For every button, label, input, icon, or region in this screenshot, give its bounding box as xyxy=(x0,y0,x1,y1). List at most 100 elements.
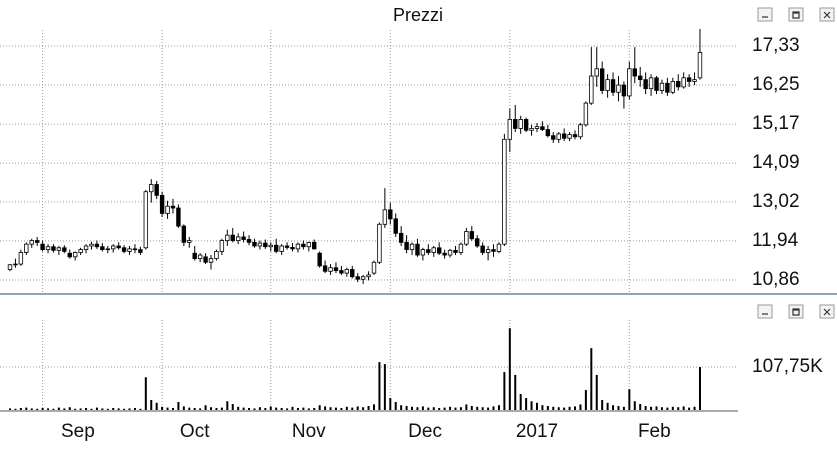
volume-bar xyxy=(101,408,104,410)
volume-bar xyxy=(74,408,77,410)
maximize-button[interactable] xyxy=(788,304,804,319)
candle-body xyxy=(453,249,458,253)
minimize-button[interactable] xyxy=(757,7,773,22)
candle-body xyxy=(513,119,518,129)
candle-body xyxy=(643,79,648,90)
volume-bar xyxy=(421,406,424,410)
maximize-button[interactable] xyxy=(788,7,804,22)
candle-body xyxy=(312,241,317,250)
candle-body xyxy=(257,242,263,247)
candle-body xyxy=(208,258,214,263)
candle-body xyxy=(7,264,13,270)
y-tick-label: 11,94 xyxy=(752,230,799,251)
volume-bar xyxy=(171,408,174,410)
volume-bar xyxy=(612,405,615,410)
volume-bar xyxy=(367,406,370,410)
candle-body xyxy=(578,124,583,138)
candle-body xyxy=(480,245,485,253)
volume-bar xyxy=(79,408,82,410)
candle-body xyxy=(654,77,659,91)
x-tick-label: Sep xyxy=(61,421,95,442)
candle-body xyxy=(328,267,333,272)
candle-body xyxy=(648,77,654,90)
candle-body xyxy=(485,249,491,253)
volume-bar xyxy=(128,408,131,410)
volume-bar xyxy=(258,407,261,410)
volume-bar xyxy=(329,407,332,410)
candle-body xyxy=(295,243,301,250)
volume-bar xyxy=(52,408,55,410)
candle-body xyxy=(409,243,415,251)
volume-bar xyxy=(286,408,289,410)
volume-bar xyxy=(57,407,60,410)
candle-body xyxy=(377,223,382,263)
volume-bar xyxy=(296,408,299,410)
volume-bar xyxy=(530,401,533,410)
volume-bar xyxy=(117,408,120,410)
volume-bar xyxy=(427,407,430,410)
candle-body xyxy=(420,249,426,256)
candle-body xyxy=(203,256,208,263)
volume-bar xyxy=(144,377,147,410)
close-button[interactable] xyxy=(819,7,835,22)
candle-body xyxy=(545,129,551,137)
candle-body xyxy=(18,252,24,265)
candle-body xyxy=(121,247,127,252)
candle-body xyxy=(159,194,165,214)
volume-bar xyxy=(362,407,365,410)
candle-body xyxy=(583,102,589,126)
volume-bar xyxy=(150,400,153,410)
candle-body xyxy=(154,184,159,196)
candle-body xyxy=(572,134,578,138)
candle-body xyxy=(72,252,78,258)
candle-body xyxy=(116,245,121,249)
y-tick-label: 17,33 xyxy=(752,35,800,56)
volume-bar xyxy=(133,408,136,410)
x-tick-label: Feb xyxy=(638,421,671,442)
volume-bar xyxy=(405,406,408,410)
candle-body xyxy=(599,68,605,91)
candle-body xyxy=(24,243,29,253)
volume-bar xyxy=(68,407,71,410)
volume-bar xyxy=(525,398,528,410)
candle-body xyxy=(263,242,268,248)
candle-body xyxy=(659,82,665,91)
candle-body xyxy=(502,138,507,245)
volume-bar xyxy=(318,405,321,410)
candle-body xyxy=(469,231,474,240)
volume-bar xyxy=(514,374,517,410)
volume-bar xyxy=(590,348,593,410)
volume-bar xyxy=(497,405,500,410)
volume-bar xyxy=(693,406,696,410)
volume-bar xyxy=(411,406,414,410)
volume-bar xyxy=(508,328,511,410)
candle-body xyxy=(78,249,83,253)
x-tick-label: Nov xyxy=(292,421,326,442)
volume-bar xyxy=(226,401,229,410)
volume-bar xyxy=(449,406,452,410)
candle-body xyxy=(138,249,143,253)
candle-body xyxy=(51,246,56,251)
volume-bar xyxy=(334,407,337,410)
volume-bar xyxy=(443,407,446,410)
volume-bar xyxy=(378,362,381,410)
volume-bar xyxy=(563,407,566,410)
candle-body xyxy=(333,267,339,271)
minimize-button[interactable] xyxy=(757,304,773,319)
y-tick-label: 13,02 xyxy=(752,191,800,212)
candle-body xyxy=(192,252,197,260)
volume-bar xyxy=(188,407,191,410)
candle-body xyxy=(529,128,534,131)
volume-bar xyxy=(639,404,642,410)
volume-bar xyxy=(617,406,620,410)
candle-body xyxy=(491,249,496,252)
volume-bar xyxy=(666,407,669,410)
candle-body xyxy=(13,263,18,266)
volume-bar xyxy=(487,407,490,410)
x-tick-label: Oct xyxy=(180,421,210,442)
volume-bar xyxy=(394,402,397,410)
close-button[interactable] xyxy=(819,304,835,319)
volume-bar xyxy=(574,406,577,410)
candle-body xyxy=(681,77,686,88)
candle-body xyxy=(638,75,643,81)
